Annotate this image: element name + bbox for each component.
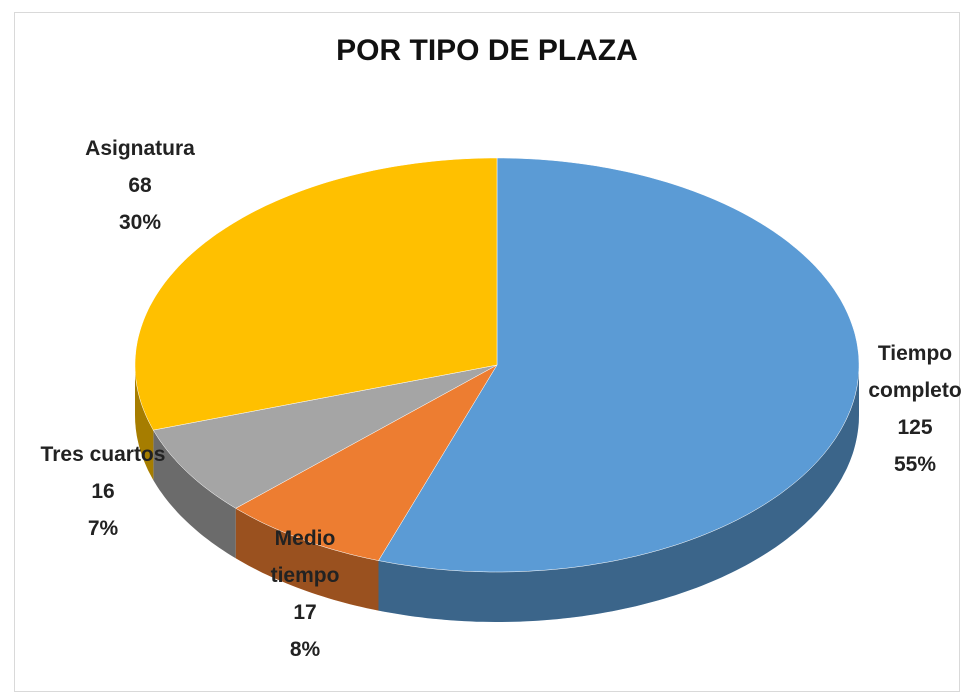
slice-side-shade bbox=[235, 508, 379, 611]
slice bbox=[235, 364, 498, 561]
label-category: Tres cuartos bbox=[40, 443, 166, 466]
label-value: 17 bbox=[293, 601, 317, 624]
label-value: 68 bbox=[128, 174, 152, 197]
slice-side bbox=[235, 508, 379, 611]
label-percent: 8% bbox=[289, 638, 321, 661]
slice-side bbox=[153, 430, 236, 559]
slice-side-shade bbox=[153, 430, 236, 559]
label-value: 16 bbox=[91, 480, 115, 503]
slice bbox=[378, 157, 860, 573]
chart bbox=[134, 157, 860, 622]
slice bbox=[152, 364, 498, 509]
slice bbox=[134, 157, 498, 431]
label-percent: 30% bbox=[118, 211, 162, 234]
slice-side-shade bbox=[135, 365, 154, 481]
label-category: Asignatura bbox=[85, 137, 195, 160]
slice-side-shade bbox=[378, 365, 859, 622]
page: POR TIPO DE PLAZA (() => { const data = … bbox=[14, 12, 974, 692]
slice-side bbox=[135, 365, 154, 481]
label-category: Medio tiempo bbox=[270, 527, 340, 587]
data-label: Asignatura 68 30% bbox=[60, 130, 220, 241]
label-percent: 55% bbox=[893, 453, 937, 476]
data-label: Tiempo completo 125 55% bbox=[855, 335, 974, 483]
data-label: Medio tiempo 17 8% bbox=[250, 520, 360, 668]
chart-title: POR TIPO DE PLAZA bbox=[336, 34, 638, 67]
data-label: Tres cuartos 16 7% bbox=[18, 436, 188, 547]
label-percent: 7% bbox=[87, 517, 119, 540]
label-value: 125 bbox=[897, 416, 933, 439]
label-category: Tiempo completo bbox=[868, 342, 962, 402]
slice-side bbox=[378, 365, 859, 622]
